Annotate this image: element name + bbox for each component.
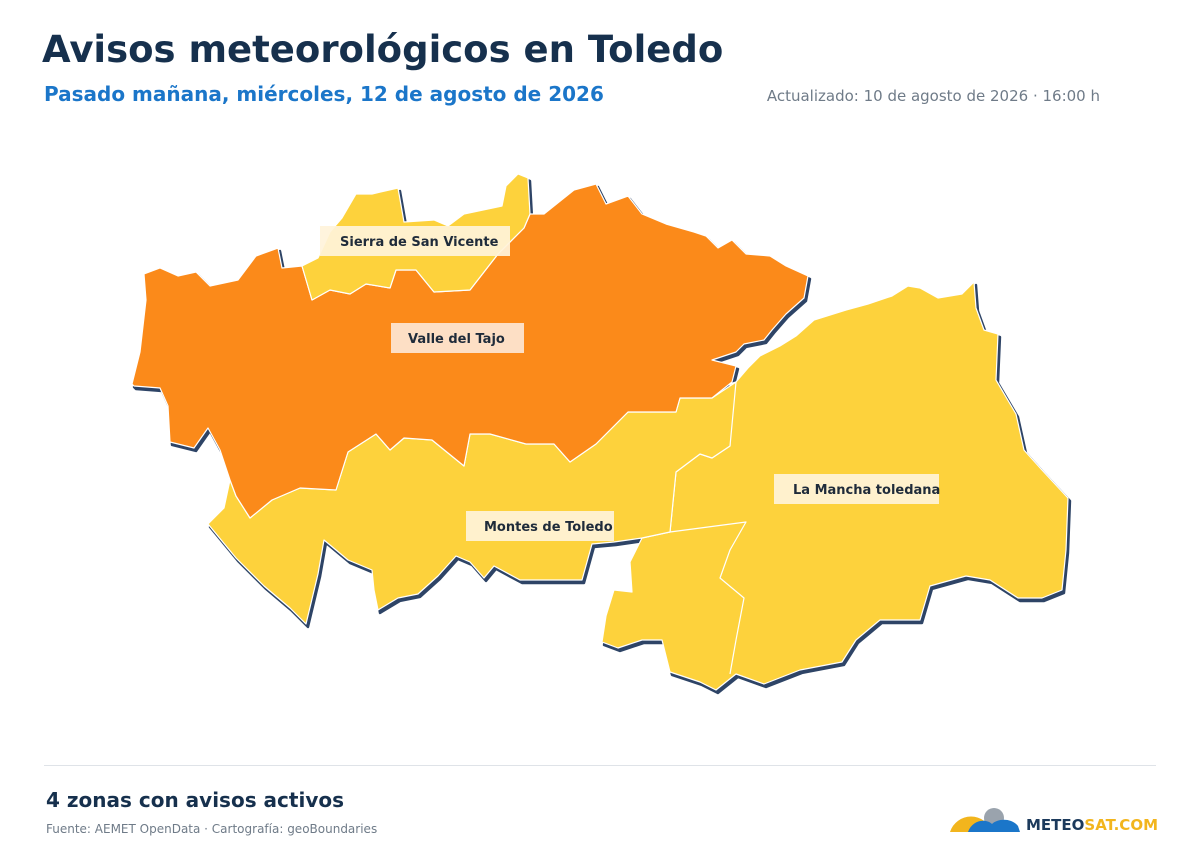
sun-cloud-logo-icon xyxy=(950,808,1020,832)
inner-boundary-mancha xyxy=(669,521,747,675)
forecast-date-subtitle: Pasado mañana, miércoles, 12 de agosto d… xyxy=(44,82,604,106)
zone-label-montes: Montes de Toledo xyxy=(466,511,614,541)
data-source-credit: Fuente: AEMET OpenData · Cartografía: ge… xyxy=(46,822,378,836)
meteosat-logo[interactable]: METEOSAT.COM xyxy=(948,806,1158,836)
zone-label-valle: Valle del Tajo xyxy=(391,323,524,353)
active-zones-summary: 4 zonas con avisos activos xyxy=(46,788,345,812)
zone-label-text-montes: Montes de Toledo xyxy=(484,520,613,535)
updated-timestamp: Actualizado: 10 de agosto de 2026 · 16:0… xyxy=(766,87,1100,105)
zone-label-text-mancha: La Mancha toledana xyxy=(793,483,940,498)
page-title: Avisos meteorológicos en Toledo xyxy=(42,28,724,71)
zone-label-text-sierra: Sierra de San Vicente xyxy=(340,235,499,250)
zone-label-sierra: Sierra de San Vicente xyxy=(320,226,510,256)
zone-label-mancha: La Mancha toledana xyxy=(774,474,940,504)
logo-wordmark: METEOSAT.COM xyxy=(1026,816,1158,834)
footer-divider xyxy=(44,765,1156,766)
zone-label-text-valle: Valle del Tajo xyxy=(408,332,505,347)
